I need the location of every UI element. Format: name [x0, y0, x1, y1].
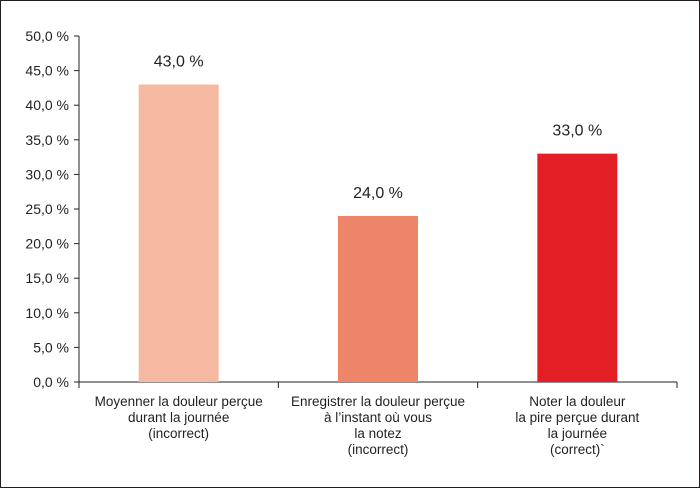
bar-value-label: 43,0 %: [154, 53, 204, 70]
bar: [338, 215, 418, 382]
y-tick-label: 10,0 %: [25, 305, 69, 321]
bar: [138, 84, 219, 382]
y-tick-label: 35,0 %: [25, 132, 69, 148]
value-labels-group: 43,0 % 24,0 % 33,0 %: [154, 53, 602, 201]
bars-group: [138, 84, 618, 382]
category-label-line: (incorrect): [348, 442, 409, 457]
category-label-line: Noter la douleur: [529, 394, 626, 409]
category-label-line: la journée: [548, 426, 607, 441]
bar-value-label: 33,0 %: [552, 123, 602, 140]
category-label-line: Enregistrer la douleur perçue: [291, 394, 465, 409]
y-tick-label: 40,0 %: [25, 97, 69, 113]
x-axis: [78, 381, 678, 388]
y-tick-label: 45,0 %: [25, 63, 69, 79]
category-label-line: (correct)`: [550, 442, 605, 457]
y-tick-label: 30,0 %: [25, 166, 69, 182]
y-tick-label: 5,0 %: [33, 339, 69, 355]
category-label-line: à l’instant où vous: [324, 410, 432, 425]
category-label-line: (incorrect): [148, 426, 209, 441]
y-tick-label: 15,0 %: [25, 270, 69, 286]
y-tick-label: 0,0 %: [33, 374, 69, 390]
category-label-line: durant la journée: [128, 410, 229, 425]
bar-value-label: 24,0 %: [353, 185, 403, 202]
y-tick-label: 25,0 %: [25, 201, 69, 217]
y-axis: 0,0 % 5,0 % 10,0 % 15,0 % 20,0 % 25,0 % 30,0 %…: [25, 28, 80, 390]
category-label-line: la pire perçue durant: [515, 410, 639, 425]
bar: [537, 153, 618, 382]
y-tick-label: 50,0 %: [25, 28, 69, 44]
category-label-line: la notez: [354, 426, 402, 441]
y-tick-label: 20,0 %: [25, 236, 69, 252]
category-label-line: Moyenner la douleur perçue: [95, 394, 263, 409]
